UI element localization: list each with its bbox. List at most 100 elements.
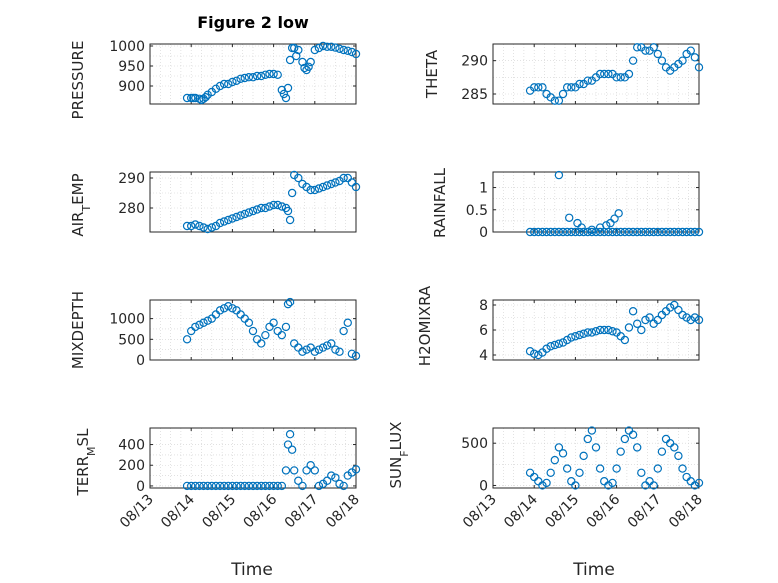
panel-3: 280 290 AIRTEMP	[69, 170, 361, 237]
data-point	[591, 227, 601, 237]
data-point	[595, 325, 605, 335]
x-tick-label: 08/16	[241, 491, 281, 531]
data-point	[203, 316, 212, 325]
data-point	[269, 318, 278, 327]
data-point	[694, 227, 704, 237]
data-point	[327, 339, 336, 348]
data-point	[686, 227, 695, 237]
data-point	[641, 315, 650, 325]
data-point	[331, 178, 340, 187]
data-point	[310, 185, 319, 195]
axes-box	[149, 171, 357, 233]
data-point	[232, 212, 241, 222]
data-point	[616, 73, 625, 82]
data-point	[285, 430, 295, 439]
data-point	[600, 325, 609, 335]
data-point	[199, 318, 208, 327]
data-point	[248, 481, 258, 491]
data-point	[199, 223, 208, 232]
data-point	[633, 227, 642, 237]
data-point	[558, 338, 568, 347]
data-point	[567, 477, 576, 486]
data-point	[240, 209, 249, 219]
data-point	[645, 313, 654, 322]
data-point	[261, 330, 270, 340]
x-tick-label: 08/14	[158, 491, 198, 531]
data-point	[682, 227, 691, 237]
data-point	[195, 320, 204, 330]
data-point	[542, 478, 551, 488]
data-point	[314, 184, 324, 193]
data-point	[240, 481, 249, 491]
data-point	[534, 227, 543, 237]
y-tick-label: 500	[461, 436, 488, 452]
data-point	[653, 315, 663, 325]
data-point	[244, 208, 254, 217]
data-point	[583, 328, 592, 337]
data-point	[665, 303, 675, 312]
data-point	[265, 481, 274, 491]
data-point	[530, 83, 539, 92]
data-point	[294, 343, 303, 352]
data-point	[290, 466, 299, 475]
data-point	[686, 477, 695, 486]
data-point	[339, 45, 348, 55]
figure-title: Figure 2 low	[197, 13, 309, 32]
data-point	[686, 315, 695, 325]
data-point	[670, 227, 679, 237]
data-point	[554, 339, 564, 348]
data-point	[587, 328, 597, 337]
data-point	[565, 213, 574, 222]
y-tick-label: 200	[118, 458, 145, 474]
data-point	[575, 468, 584, 477]
data-point	[261, 203, 270, 213]
data-point	[228, 304, 237, 313]
y-label-subscript: T	[80, 205, 93, 213]
y-tick-label: 6	[479, 323, 488, 339]
data-point	[219, 481, 229, 491]
data-point	[191, 322, 200, 332]
data-point	[306, 461, 315, 470]
data-point	[211, 481, 221, 491]
data-point	[550, 227, 560, 237]
data-point	[649, 43, 658, 52]
data-point	[236, 310, 245, 319]
data-point	[525, 347, 535, 356]
data-point	[633, 319, 642, 328]
data-point	[571, 227, 580, 237]
data-point	[191, 481, 200, 491]
data-point	[347, 178, 357, 187]
data-point	[281, 93, 291, 103]
data-point	[252, 335, 262, 344]
data-point	[191, 220, 200, 229]
data-point	[252, 71, 262, 81]
data-point	[575, 330, 584, 340]
data-point	[232, 481, 241, 491]
panel-6: 4 6 8 H2OMIXRA	[416, 285, 704, 366]
data-point	[240, 73, 249, 83]
x-tick-label: 08/17	[625, 492, 665, 532]
data-point	[538, 83, 547, 92]
data-point	[203, 481, 212, 491]
data-point	[604, 69, 613, 79]
data-point	[261, 70, 270, 80]
data-point	[587, 225, 597, 234]
data-point	[228, 481, 237, 491]
data-point	[215, 218, 225, 228]
data-point	[583, 434, 592, 444]
data-point	[690, 481, 700, 490]
data-point	[347, 47, 357, 57]
y-label-subscript: F	[398, 450, 411, 456]
data-point	[327, 471, 336, 480]
data-point	[612, 464, 621, 473]
data-point	[215, 81, 225, 91]
data-point	[339, 326, 348, 336]
y-tick-label: 0	[479, 478, 488, 494]
y-label-part: EMP	[69, 173, 87, 204]
data-point	[265, 322, 274, 332]
data-point	[530, 227, 539, 237]
data-point	[269, 69, 278, 79]
data-point	[604, 325, 613, 335]
data-point	[562, 83, 572, 92]
data-point	[304, 62, 313, 72]
